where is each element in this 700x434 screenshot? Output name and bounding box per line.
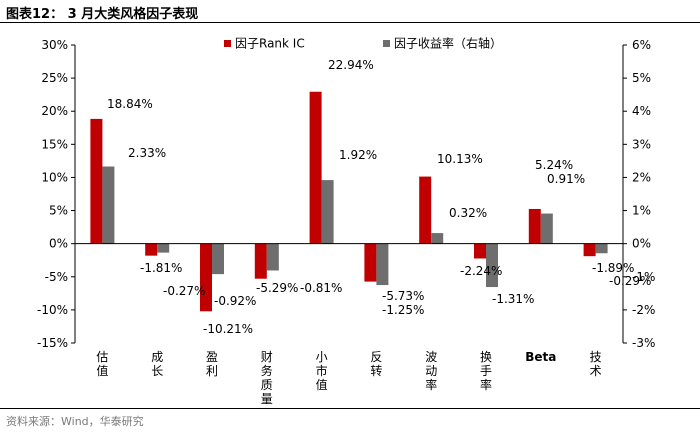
data-label-ic-4: 22.94% [328,58,374,72]
legend-swatch-ic [224,40,231,47]
bar-ic-6 [419,176,432,244]
bars-layer [90,91,608,312]
category-label-3: 财务质量 [261,350,273,406]
data-label-ic-0: 18.84% [107,97,153,111]
data-label-ic-1: -1.81% [140,261,182,275]
data-label-return-4: 1.92% [339,148,377,162]
right-tick-label-3: 3% [632,137,651,151]
right-tick-label-0: 6% [632,38,651,52]
title-divider [0,22,700,23]
bar-ic-7 [474,243,486,259]
left-tick-label-6: 0% [49,237,68,251]
bar-return-1 [157,243,170,253]
category-label-4: 小市值 [316,350,328,392]
legend-label-ic: 因子Rank IC [235,37,305,51]
data-label-return-9: -0.29% [609,274,651,288]
right-tick-label-9: -3% [632,336,655,350]
bar-ic-4 [309,91,322,244]
bar-ic-9 [583,243,596,257]
left-tick-label-3: 15% [41,137,68,151]
bar-return-9 [595,243,608,254]
legend: 因子Rank IC 因子收益率（右轴） [224,36,502,51]
right-tick-label-8: -2% [632,303,655,317]
data-label-ic-9: -1.89% [592,261,634,275]
category-label-0: 估值 [96,350,108,378]
bar-return-5 [376,243,389,286]
data-label-return-1: -0.27% [163,284,205,298]
bar-return-2 [212,243,224,275]
bar-ic-5 [364,243,377,282]
data-label-return-3: -0.81% [300,281,342,295]
left-tick-label-7: -5% [45,270,68,284]
legend-swatch-return [383,40,390,47]
source-note: 资料来源：Wind，华泰研究 [6,415,144,428]
data-label-return-7: -1.31% [492,292,534,306]
right-tick-label-6: 0% [632,237,651,251]
bar-ic-8 [528,208,541,244]
legend-label-return: 因子收益率（右轴） [394,36,502,51]
left-tick-label-9: -15% [37,336,68,350]
left-tick-label-2: 20% [41,104,68,118]
data-label-ic-7: -2.24% [460,264,502,278]
bar-ic-0 [90,118,103,244]
bar-return-7 [486,243,498,288]
data-label-ic-3: -5.29% [256,281,298,295]
left-tick-label-1: 25% [41,71,68,85]
data-label-return-6: 0.32% [449,206,487,220]
bar-ic-2 [200,243,212,312]
category-label-7: 换手率 [480,350,492,392]
category-label-6: 波动率 [425,350,437,392]
left-tick-label-0: 30% [41,38,68,52]
bar-return-8 [540,213,553,244]
data-label-return-0: 2.33% [128,146,166,160]
data-label-ic-2: -10.21% [203,322,253,336]
data-label-return-8: 0.91% [547,172,585,186]
bar-return-6 [431,233,444,244]
figure-title: 图表12： 3 月大类风格因子表现 [6,7,199,22]
data-label-return-5: -1.25% [382,303,424,317]
right-tick-label-4: 2% [632,170,651,184]
bar-ic-1 [145,243,158,256]
bar-return-0 [102,166,115,244]
axes-layer: 30% 25% 20% 15% 10% 5% 0% -5% -10% -15% 6% 5% 4% 3% 2%… [37,38,655,406]
bar-return-3 [266,243,279,271]
category-label-2: 盈利 [206,350,218,378]
right-tick-label-7: -1% [632,270,655,284]
bar-ic-3 [254,243,267,279]
left-tick-label-4: 10% [41,170,68,184]
footer-divider [0,408,700,409]
category-label-1: 成长 [151,350,163,378]
category-label-9: 技术 [590,350,602,378]
right-tick-label-1: 5% [632,71,651,85]
left-tick-label-8: -10% [37,303,68,317]
category-label-8: Beta [525,350,556,364]
right-tick-label-5: 1% [632,204,651,218]
data-label-ic-6: 10.13% [437,152,483,166]
category-label-5: 反转 [370,350,382,378]
bar-return-4 [321,180,334,244]
data-label-ic-5: -5.73% [382,289,424,303]
left-tick-label-5: 5% [49,204,68,218]
data-label-ic-8: 5.24% [535,158,573,172]
data-label-return-2: -0.92% [214,294,256,308]
right-tick-label-2: 4% [632,104,651,118]
data-labels-layer: 18.84% 2.33% -1.81% -0.27% -10.21% -0.92%-5.2… [107,58,651,336]
